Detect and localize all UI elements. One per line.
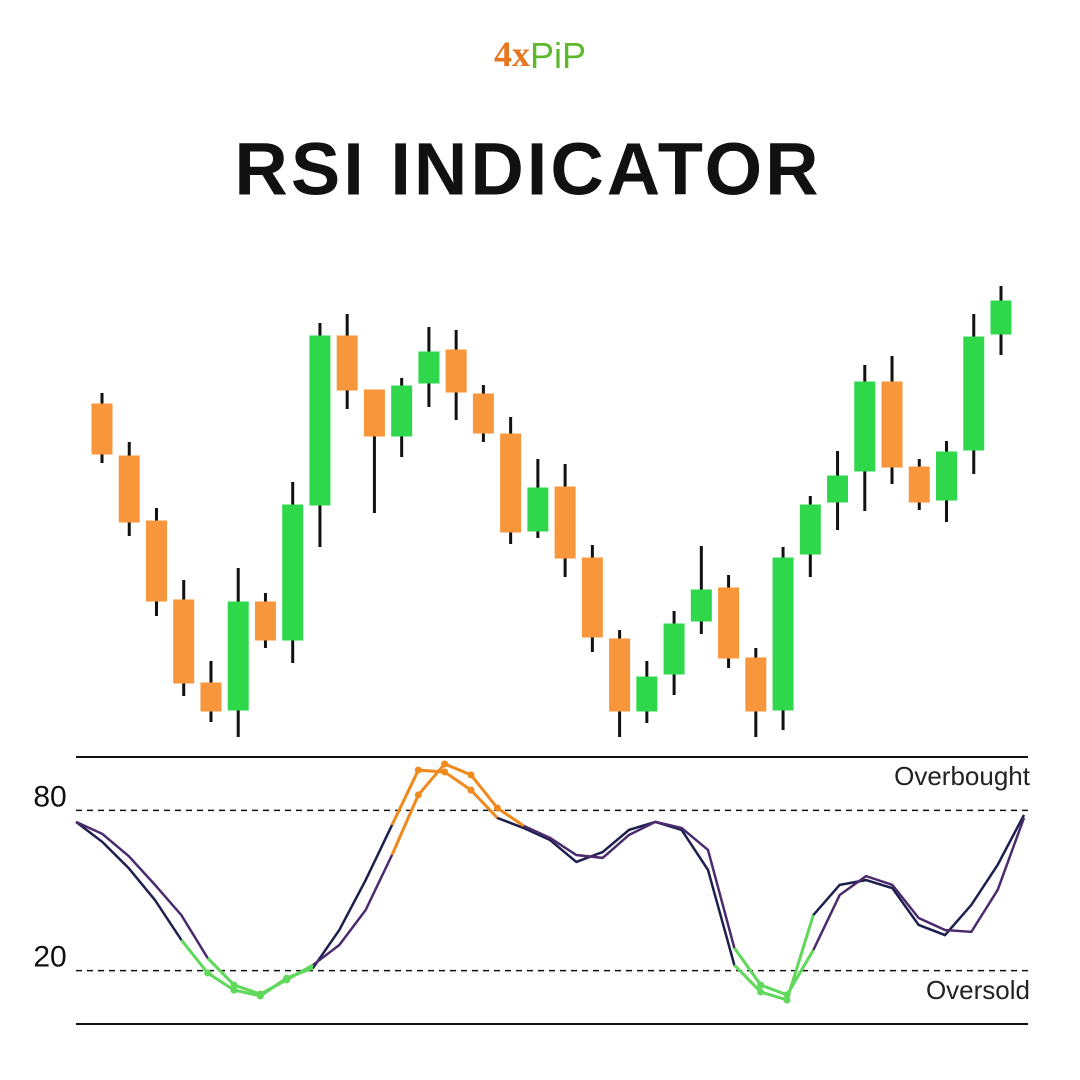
zone-point [467, 786, 475, 794]
candle-body [445, 349, 467, 393]
zone-point [441, 760, 449, 768]
candle-body [581, 557, 603, 638]
zone-point [783, 996, 791, 1004]
candle-body [881, 381, 903, 468]
candle-body [254, 601, 276, 641]
candle-body [854, 381, 876, 472]
candle-body [472, 393, 494, 434]
title: RSI INDICATOR [234, 128, 821, 211]
candle-body [336, 335, 358, 391]
zone-point [757, 981, 765, 989]
candle-body [799, 504, 821, 555]
zone-segment [444, 762, 472, 777]
zone-segment [443, 770, 472, 792]
zone-point [204, 969, 212, 977]
zone-segment [760, 990, 788, 1002]
zone-segment [469, 773, 499, 809]
candle-body [363, 389, 385, 437]
zone-point [256, 990, 264, 998]
zone-point [441, 768, 449, 776]
candle-body [418, 351, 440, 384]
zone-segment [418, 768, 445, 774]
zone-segment [233, 983, 261, 996]
zone-segment [206, 971, 235, 992]
candle-body [554, 486, 576, 559]
candle-body [609, 638, 631, 712]
zone-segment [285, 963, 314, 982]
zone-segment [496, 806, 525, 828]
logo-part: PiP [530, 35, 586, 76]
candle-body [391, 385, 413, 437]
zone-point [230, 981, 238, 989]
candle-body [500, 433, 522, 533]
zone-point [230, 986, 238, 994]
candle-body [990, 300, 1012, 335]
zone-point [467, 771, 475, 779]
zone-point [414, 791, 422, 799]
candle-body [908, 466, 930, 503]
candle-body [663, 623, 685, 675]
candle-body [145, 520, 167, 602]
zone-segment [469, 789, 499, 819]
candle-body [963, 336, 985, 451]
zone-point [493, 804, 501, 812]
candle-body [309, 335, 331, 506]
y-tick-label: 20 [33, 941, 66, 974]
candle-body [690, 589, 712, 622]
zone-segment [206, 957, 236, 987]
zone-segment [785, 949, 815, 996]
candle-body [200, 682, 222, 712]
candle-body [282, 504, 304, 641]
zone-segment [733, 963, 762, 994]
zone-segment [733, 947, 762, 986]
zone-segment [180, 938, 209, 974]
zone-point [783, 991, 791, 999]
candle-body [936, 451, 958, 501]
candle-body [527, 487, 549, 532]
candle-body [173, 599, 195, 684]
y-tick-label: 80 [33, 780, 66, 813]
logo-part: 4x [494, 34, 530, 74]
zone-point [283, 976, 291, 984]
zone-point [414, 766, 422, 774]
candle-body [91, 403, 113, 455]
zone-segment [233, 988, 261, 998]
annotation: Oversold [926, 975, 1030, 1005]
zone-segment [417, 762, 446, 796]
zone-segment [259, 978, 288, 996]
annotation: Overbought [894, 761, 1031, 791]
zone-point [757, 988, 765, 996]
candle-body [718, 587, 740, 659]
logo: 4xPiP [494, 34, 586, 75]
candle-body [227, 601, 249, 711]
zone-segment [760, 983, 788, 997]
candle-body [118, 455, 140, 523]
candle-body [772, 557, 794, 711]
candle-body [636, 676, 658, 712]
candle-body [745, 657, 767, 712]
zone-segment [390, 794, 420, 856]
candle-body [827, 475, 849, 503]
zone-segment [390, 769, 420, 826]
